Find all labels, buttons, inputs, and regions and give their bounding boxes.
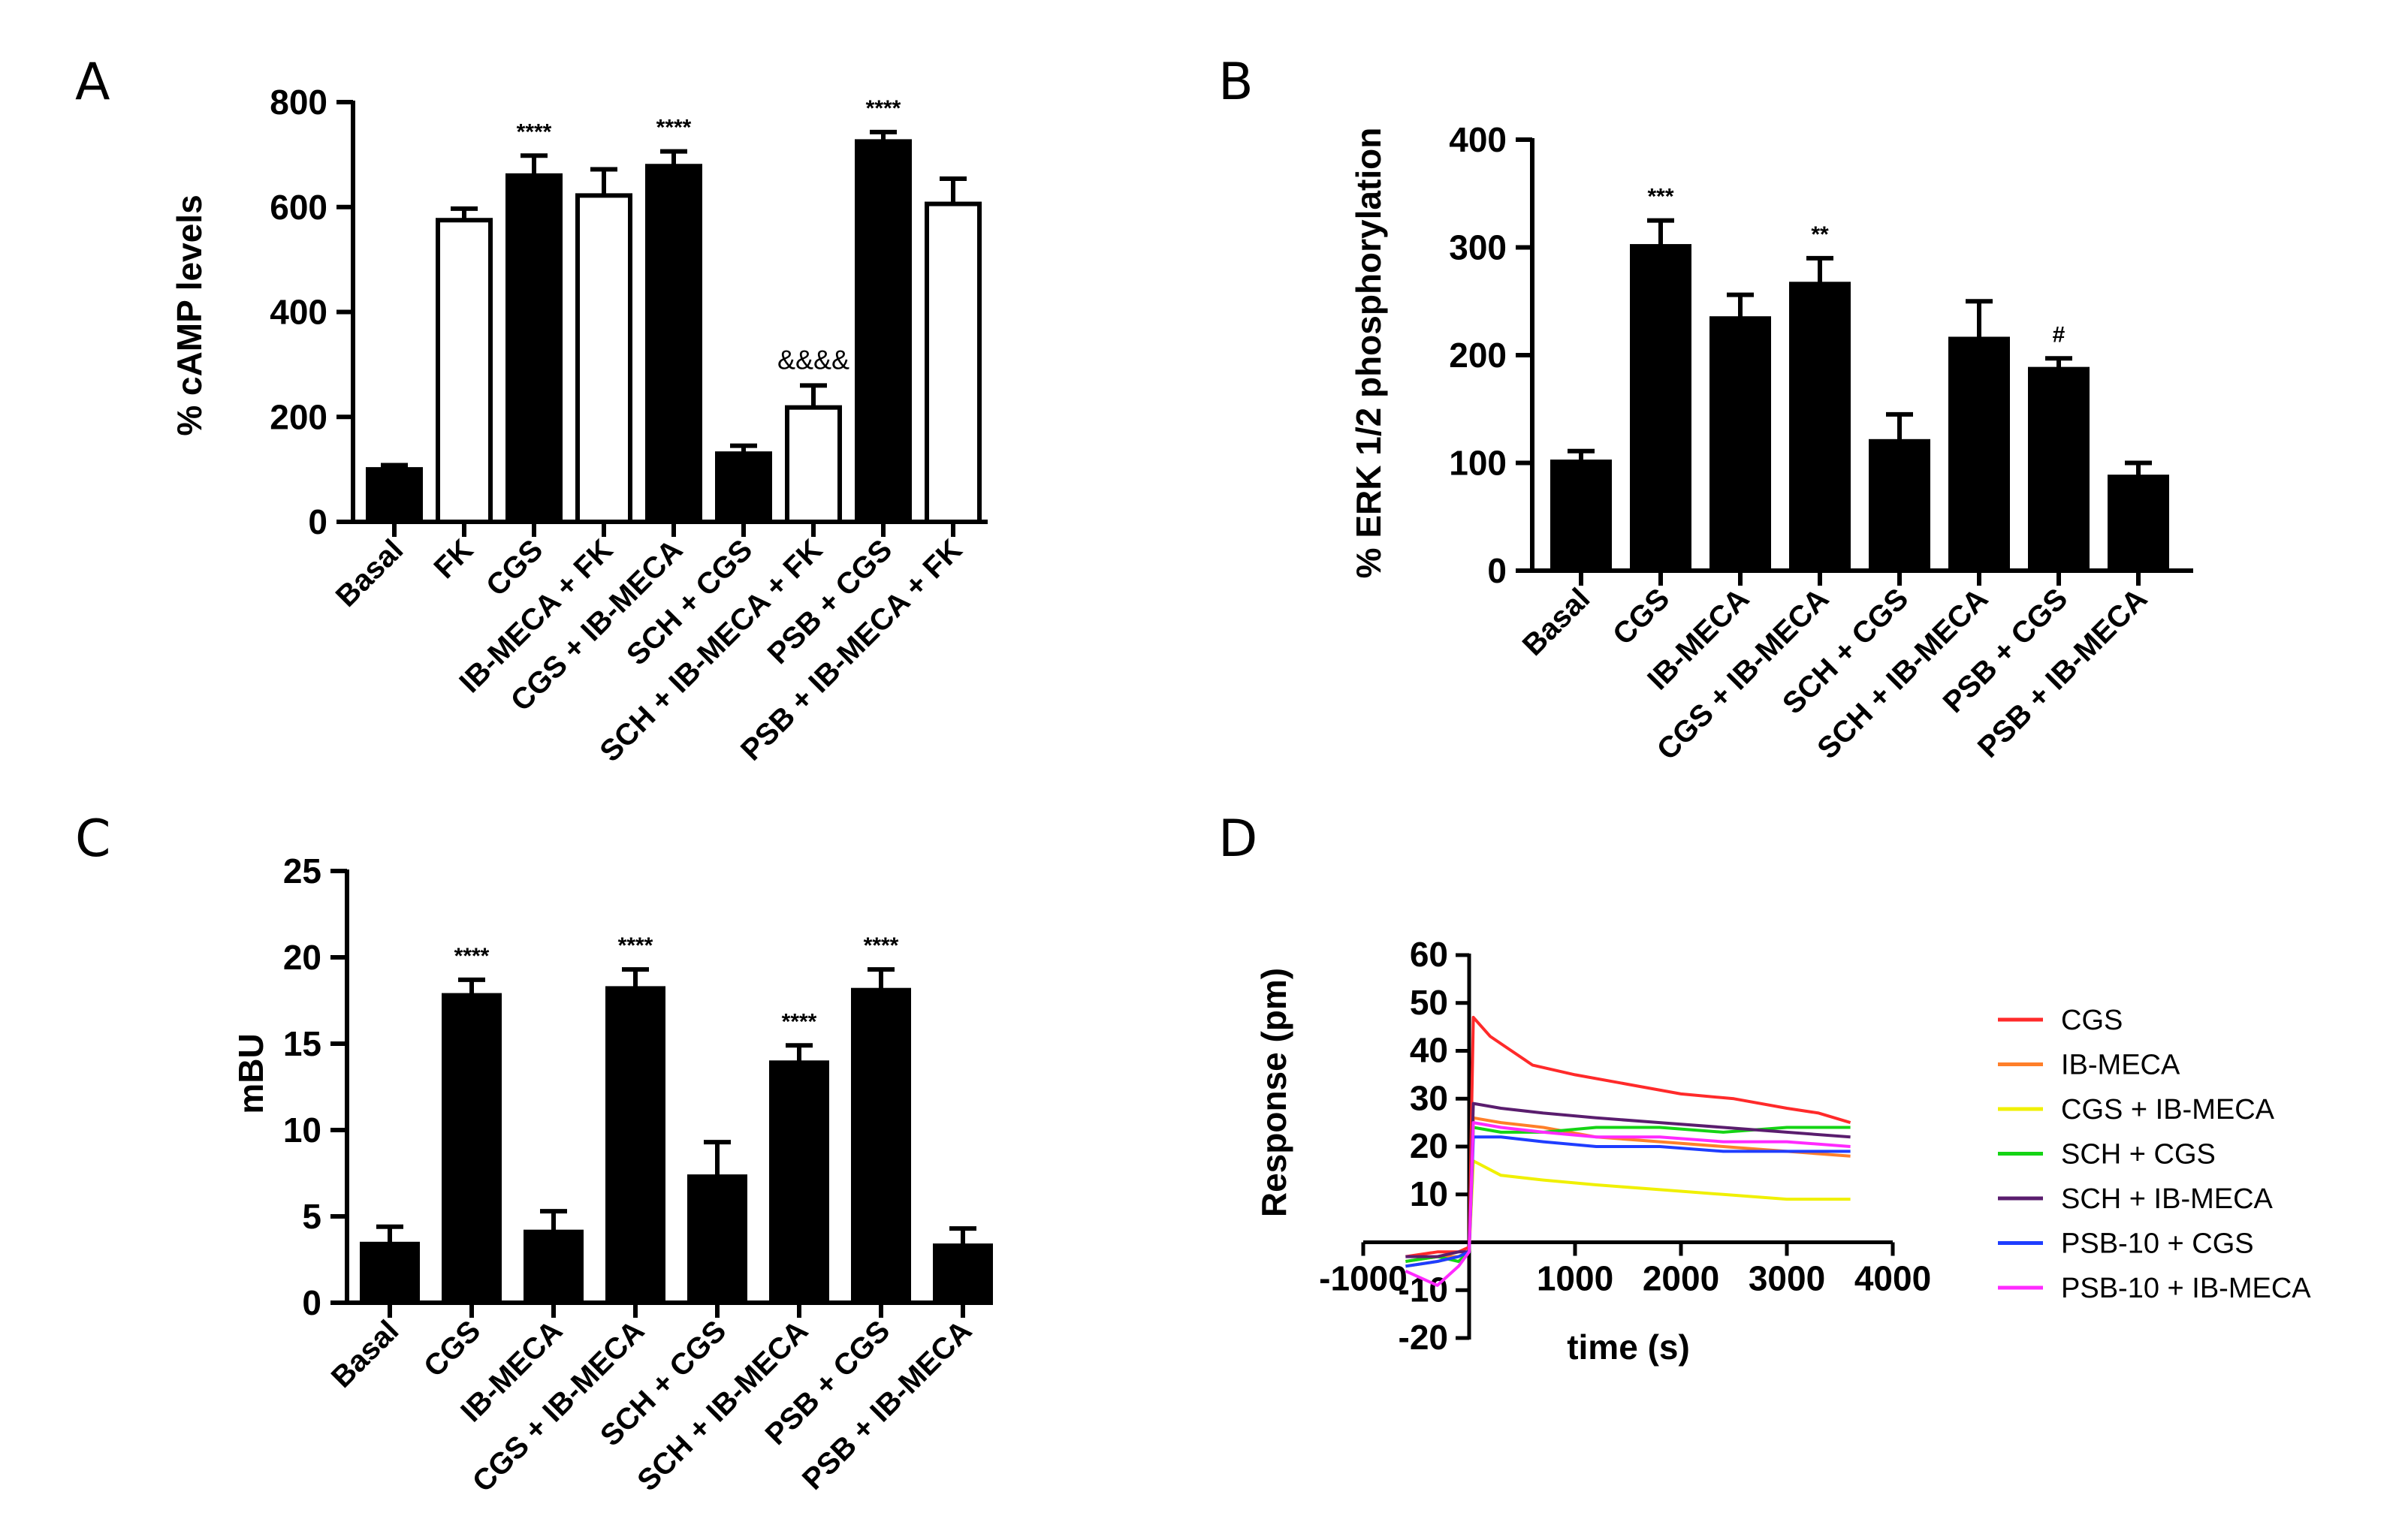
bar bbox=[2108, 475, 2169, 574]
series-line bbox=[1405, 1121, 1851, 1287]
y-tick-label: 40 bbox=[1410, 1031, 1448, 1070]
significance-label: **** bbox=[864, 933, 899, 958]
significance-label: **** bbox=[656, 116, 692, 140]
y-axis-label-b: % ERK 1/2 phosphorylation bbox=[1349, 128, 1388, 579]
significance-label: **** bbox=[782, 1009, 817, 1034]
bar bbox=[524, 1229, 584, 1305]
bar bbox=[360, 1241, 420, 1306]
x-tick-label: -1000 bbox=[1319, 1259, 1408, 1298]
legend-label: CGS bbox=[2061, 1005, 2123, 1036]
y-axis-label-c: mBU bbox=[231, 1033, 270, 1114]
y-tick-label: 0 bbox=[308, 502, 327, 541]
x-tick-label: 2000 bbox=[1643, 1259, 1719, 1298]
y-tick-label: 20 bbox=[283, 938, 321, 977]
y-axis-label-a: % cAMP levels bbox=[170, 194, 209, 435]
panel-letter-c: C bbox=[75, 809, 110, 869]
chart-b: 0 100 200 300 400 % ERK 1/2 phosphorylation Ba… bbox=[1349, 120, 2193, 767]
bar bbox=[505, 173, 563, 524]
bar bbox=[785, 405, 842, 524]
y-tick-label: 600 bbox=[270, 188, 327, 227]
bar bbox=[769, 1060, 829, 1306]
category-label: Basal bbox=[325, 1314, 406, 1394]
y-tick-label: 15 bbox=[283, 1024, 321, 1063]
series-line bbox=[1405, 1135, 1851, 1268]
bar bbox=[1630, 244, 1691, 573]
bar bbox=[855, 139, 912, 524]
y-tick-label: 50 bbox=[1410, 983, 1448, 1022]
bar bbox=[1869, 438, 1930, 573]
significance-label: ** bbox=[1811, 222, 1829, 247]
x-axis-label-d: time (s) bbox=[1567, 1328, 1690, 1367]
y-tick-label: 5 bbox=[302, 1197, 321, 1236]
significance-label: # bbox=[2053, 322, 2066, 347]
x-tick-label: 4000 bbox=[1854, 1259, 1931, 1298]
panel-letter-b: B bbox=[1218, 53, 1254, 112]
series-line bbox=[1405, 1015, 1851, 1258]
y-tick-label: 25 bbox=[283, 851, 321, 891]
significance-label: **** bbox=[517, 119, 552, 144]
y-tick-label: 200 bbox=[270, 397, 327, 436]
bar bbox=[687, 1174, 747, 1305]
y-axis-label-d: Response (pm) bbox=[1254, 968, 1293, 1217]
y-tick-label: 30 bbox=[1410, 1078, 1448, 1117]
y-tick-label: 10 bbox=[1410, 1174, 1448, 1213]
bar bbox=[851, 987, 911, 1305]
bar bbox=[436, 218, 493, 524]
legend-label: PSB-10 + IB-MECA bbox=[2061, 1273, 2311, 1304]
y-tick-label: 20 bbox=[1410, 1126, 1448, 1165]
bar bbox=[1709, 316, 1771, 573]
category-label: Basal bbox=[1516, 582, 1597, 662]
significance-label: **** bbox=[866, 96, 901, 121]
significance-label: &&&& bbox=[777, 344, 849, 375]
panel-letter-d: D bbox=[1218, 809, 1257, 869]
category-label: Basal bbox=[330, 533, 410, 613]
y-tick-label: 10 bbox=[283, 1111, 321, 1150]
bar bbox=[575, 193, 632, 524]
y-tick-label: 200 bbox=[1449, 336, 1507, 375]
legend-label: SCH + IB-MECA bbox=[2061, 1183, 2274, 1215]
y-tick-label: 400 bbox=[1449, 120, 1507, 159]
chart-d: -20 -10 10 20 30 40 50 60 -1000 1000 2000 3000 4000 t… bbox=[1254, 935, 2311, 1367]
y-tick-label: 400 bbox=[270, 293, 327, 332]
x-tick-label: 1000 bbox=[1537, 1259, 1613, 1298]
bar bbox=[715, 451, 772, 524]
category-label: FK bbox=[428, 533, 480, 585]
bar bbox=[925, 201, 982, 524]
bar bbox=[366, 467, 423, 524]
bar bbox=[605, 986, 665, 1306]
y-tick-label: -20 bbox=[1399, 1318, 1448, 1357]
category-label: CGS bbox=[418, 1314, 487, 1383]
significance-label: *** bbox=[1647, 185, 1673, 209]
y-tick-label: 0 bbox=[1487, 551, 1507, 590]
bar bbox=[1948, 336, 2010, 573]
category-label: CGS bbox=[1607, 582, 1676, 651]
bar bbox=[2028, 366, 2090, 573]
bar bbox=[1789, 282, 1851, 573]
bar bbox=[933, 1243, 993, 1305]
panel-letter-a: A bbox=[75, 53, 110, 112]
significance-label: **** bbox=[454, 944, 490, 969]
legend-label: PSB-10 + CGS bbox=[2061, 1228, 2254, 1260]
y-tick-label: -10 bbox=[1399, 1270, 1448, 1309]
significance-label: **** bbox=[618, 933, 653, 958]
y-tick-label: 300 bbox=[1449, 228, 1507, 267]
legend-label: SCH + CGS bbox=[2061, 1139, 2216, 1171]
x-tick-label: 3000 bbox=[1749, 1259, 1825, 1298]
series-line bbox=[1405, 1126, 1851, 1263]
bar bbox=[442, 993, 502, 1305]
bar bbox=[1550, 460, 1612, 573]
bar bbox=[645, 164, 702, 524]
y-tick-label: 0 bbox=[302, 1283, 321, 1322]
y-tick-label: 100 bbox=[1449, 444, 1507, 483]
y-tick-label: 60 bbox=[1410, 935, 1448, 974]
legend-label: CGS + IB-MECA bbox=[2061, 1094, 2275, 1126]
y-tick-label: 800 bbox=[270, 83, 327, 122]
legend-label: IB-MECA bbox=[2061, 1050, 2180, 1081]
series-line bbox=[1405, 1102, 1851, 1258]
